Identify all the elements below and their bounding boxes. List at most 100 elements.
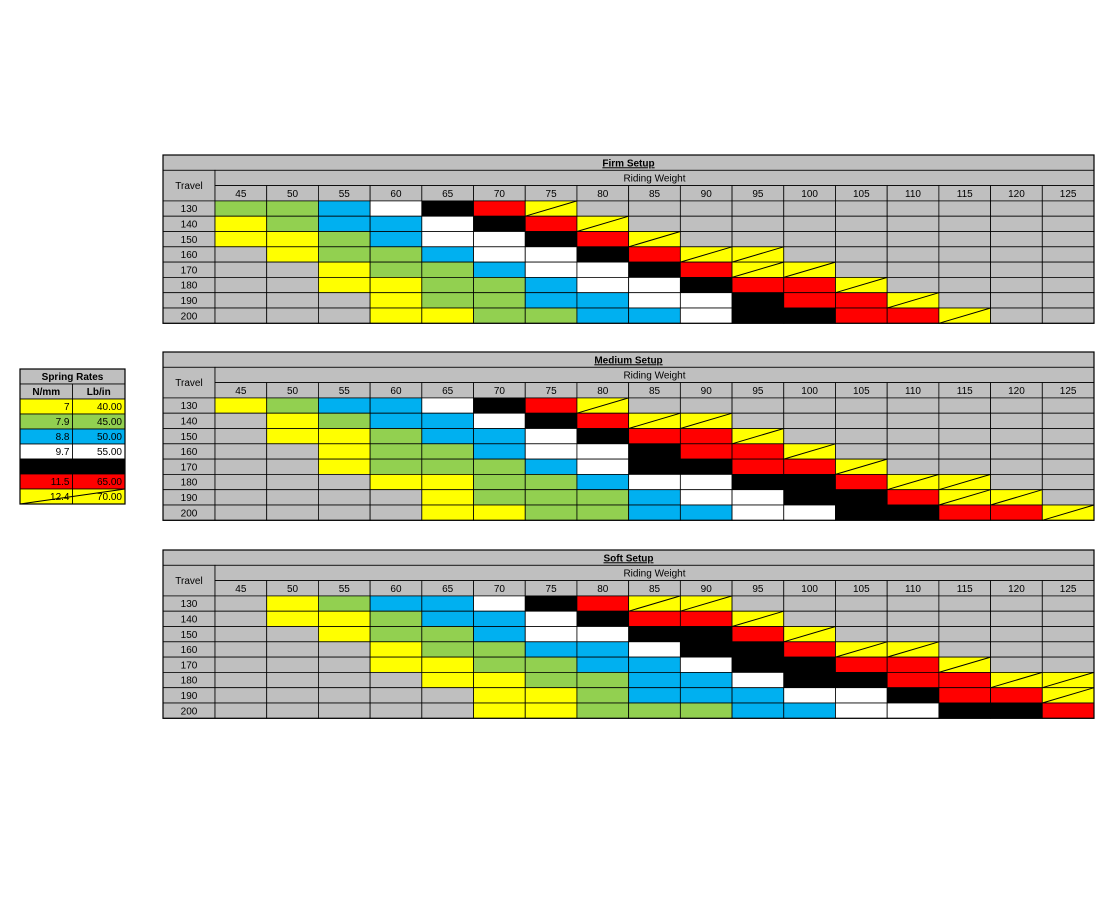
rate-cell bbox=[473, 261, 526, 278]
rate-cell bbox=[990, 231, 1043, 248]
weight-label: 105 bbox=[853, 584, 870, 595]
rate-cell bbox=[214, 412, 268, 429]
travel-label: 190 bbox=[181, 493, 198, 504]
rate-cell bbox=[576, 687, 630, 704]
rate-cell bbox=[679, 504, 733, 521]
rate-cell bbox=[1041, 610, 1095, 627]
weight-label: 65 bbox=[442, 189, 454, 200]
legend-nmm: 9.7 bbox=[56, 447, 70, 458]
rate-cell bbox=[214, 231, 268, 248]
rate-cell bbox=[524, 261, 578, 278]
rate-cell bbox=[318, 443, 371, 460]
legend-title: Spring Rates bbox=[42, 372, 104, 383]
rate-cell bbox=[990, 626, 1043, 643]
rate-cell bbox=[835, 489, 888, 506]
rate-cell bbox=[679, 276, 733, 294]
rate-cell bbox=[628, 200, 681, 217]
diagonal bbox=[731, 428, 784, 445]
travel-label: 150 bbox=[181, 630, 198, 641]
weight-label: 95 bbox=[752, 584, 764, 595]
rate-cell bbox=[473, 231, 526, 248]
rate-cell bbox=[576, 458, 630, 475]
rate-cell bbox=[938, 595, 991, 612]
rate-cell bbox=[369, 261, 423, 278]
rate-cell bbox=[783, 595, 836, 612]
rate-cell bbox=[731, 702, 785, 719]
table-border bbox=[162, 351, 1095, 521]
rate-cell bbox=[628, 397, 681, 414]
rate-cell bbox=[938, 672, 991, 689]
rate-cell bbox=[369, 489, 423, 506]
rate-cell bbox=[938, 702, 991, 719]
weight-label: 70 bbox=[494, 584, 506, 595]
rate-cell bbox=[473, 672, 526, 689]
rate-cell bbox=[266, 687, 319, 704]
rate-cell bbox=[783, 473, 836, 491]
rate-cell bbox=[318, 397, 371, 414]
rate-cell bbox=[214, 292, 268, 309]
weight-label: 90 bbox=[701, 386, 713, 397]
rate-cell bbox=[524, 307, 578, 324]
rate-cell bbox=[783, 672, 836, 689]
table-title: Firm Setup bbox=[602, 158, 654, 169]
rate-cell bbox=[576, 473, 630, 491]
rate-cell bbox=[783, 276, 836, 294]
rate-cell bbox=[266, 626, 319, 643]
rate-cell bbox=[783, 458, 836, 475]
rate-cell bbox=[214, 595, 268, 612]
rate-cell bbox=[214, 246, 268, 263]
weight-label: 70 bbox=[494, 386, 506, 397]
rate-cell bbox=[938, 428, 991, 445]
rate-cell bbox=[369, 687, 423, 704]
travel-label: 170 bbox=[181, 265, 198, 276]
rate-cell bbox=[421, 489, 474, 506]
rate-cell bbox=[1041, 595, 1095, 612]
rate-cell bbox=[214, 200, 268, 217]
rate-cell bbox=[628, 473, 681, 491]
diagonal bbox=[887, 641, 940, 658]
rate-cell bbox=[783, 428, 836, 445]
rate-cell bbox=[369, 200, 423, 217]
rate-cell bbox=[679, 307, 733, 324]
rate-cell bbox=[369, 595, 423, 612]
rate-cell bbox=[1041, 231, 1095, 248]
rate-cell bbox=[524, 687, 578, 704]
rate-cell bbox=[318, 626, 371, 643]
rate-cell bbox=[421, 626, 474, 643]
diagonal bbox=[1042, 504, 1095, 521]
rate-cell bbox=[473, 626, 526, 643]
weight-label: 45 bbox=[235, 584, 247, 595]
weight-label: 105 bbox=[853, 189, 870, 200]
rate-cell bbox=[576, 292, 630, 309]
travel-label: 150 bbox=[181, 235, 198, 246]
rate-cell bbox=[938, 200, 991, 217]
rate-cell bbox=[679, 200, 733, 217]
rate-cell bbox=[266, 473, 319, 491]
rate-cell bbox=[990, 656, 1043, 673]
rate-cell bbox=[731, 276, 785, 294]
legend-lbin: 70.00 bbox=[97, 492, 122, 503]
diagonal bbox=[783, 443, 836, 460]
rate-cell bbox=[1041, 428, 1095, 445]
rate-cell bbox=[421, 428, 474, 445]
rate-cell bbox=[214, 504, 268, 521]
rate-cell bbox=[318, 610, 371, 627]
rate-cell bbox=[938, 246, 991, 263]
rate-cell bbox=[731, 307, 785, 324]
rate-cell bbox=[990, 702, 1043, 719]
weight-label: 100 bbox=[801, 189, 818, 200]
rate-cell bbox=[214, 261, 268, 278]
rate-cell bbox=[214, 610, 268, 627]
rate-cell bbox=[421, 504, 474, 521]
diagonal bbox=[938, 473, 991, 491]
diagonal bbox=[835, 276, 888, 294]
rate-cell bbox=[524, 672, 578, 689]
rate-cell bbox=[421, 595, 474, 612]
rate-cell bbox=[1041, 443, 1095, 460]
rate-cell bbox=[214, 215, 268, 232]
weight-label: 50 bbox=[287, 386, 299, 397]
diagonal bbox=[576, 397, 629, 414]
travel-header-cell bbox=[162, 564, 216, 597]
rate-cell bbox=[369, 292, 423, 309]
